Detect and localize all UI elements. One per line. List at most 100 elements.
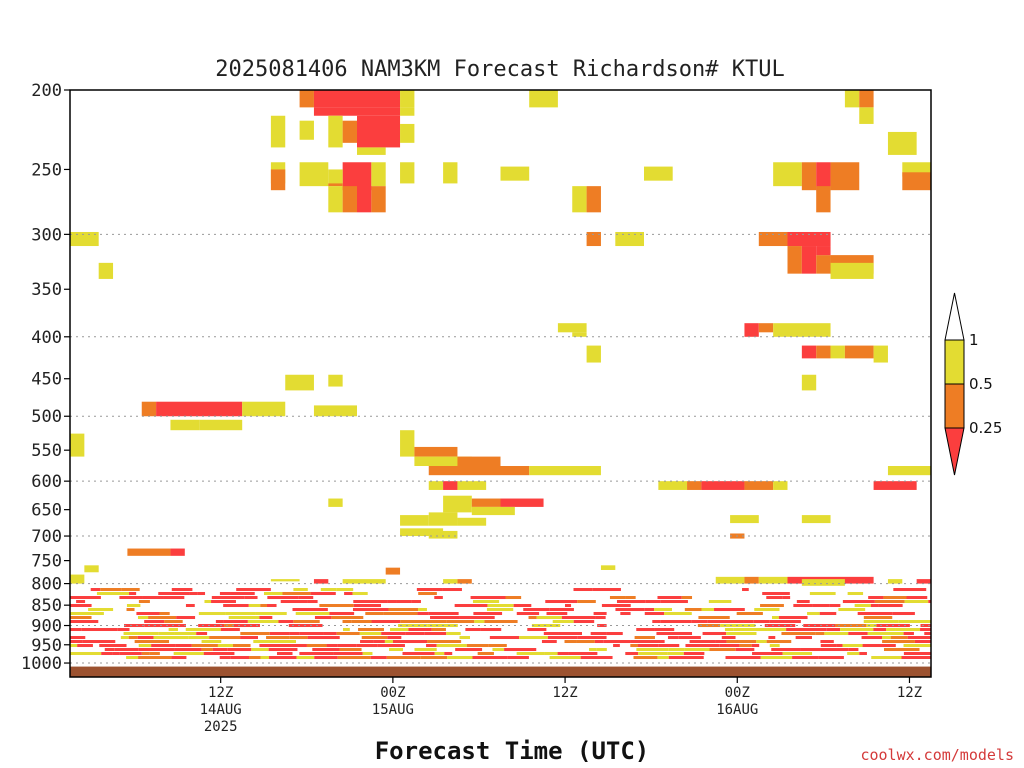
cell-84 xyxy=(443,481,458,490)
band-stripe-154 xyxy=(164,620,183,624)
band-stripe-2 xyxy=(121,588,140,592)
band-stripe-281 xyxy=(861,636,883,640)
band-stripe-94 xyxy=(126,608,135,612)
cell-18 xyxy=(299,162,329,187)
band-stripe-148 xyxy=(698,616,730,620)
band-stripe-144 xyxy=(528,616,537,620)
ytick-label-300: 300 xyxy=(31,225,62,245)
band-stripe-329 xyxy=(488,644,507,648)
band-stripe-70 xyxy=(904,600,929,604)
cell-99 xyxy=(400,515,429,526)
band-stripe-322 xyxy=(326,644,338,648)
cell-16 xyxy=(357,147,386,155)
colorbar-bottom-arrow xyxy=(944,427,965,476)
band-stripe-407 xyxy=(249,656,261,660)
ytick-label-400: 400 xyxy=(31,328,62,348)
cell-49 xyxy=(801,246,817,274)
band-stripe-30 xyxy=(70,596,101,600)
band-stripe-62 xyxy=(577,600,596,604)
colorbar-label-0: 1 xyxy=(969,331,979,349)
cell-112 xyxy=(385,567,401,575)
ytick-label-450: 450 xyxy=(31,370,62,390)
cell-46 xyxy=(758,231,788,247)
band-stripe-27 xyxy=(762,592,790,596)
band-stripe-292 xyxy=(373,640,385,644)
band-stripe-3 xyxy=(171,588,193,592)
band-stripe-115 xyxy=(255,612,287,616)
xtick-label-0-2: 2025 xyxy=(204,719,238,735)
cell-25 xyxy=(773,162,802,187)
band-stripe-73 xyxy=(126,604,141,608)
band-stripe-80 xyxy=(353,604,381,608)
band-stripe-428 xyxy=(818,656,844,660)
band-stripe-9 xyxy=(442,588,462,592)
band-stripe-38 xyxy=(434,596,443,600)
cell-116 xyxy=(457,579,472,584)
band-stripe-10 xyxy=(573,588,593,592)
band-stripe-95 xyxy=(292,608,328,612)
band-stripe-82 xyxy=(487,604,514,608)
cell-73 xyxy=(170,419,200,431)
band-stripe-367 xyxy=(735,648,755,652)
band-stripe-229 xyxy=(158,632,175,636)
cell-94 xyxy=(328,498,343,507)
band-stripe-40 xyxy=(505,596,522,600)
band-stripe-168 xyxy=(552,620,574,624)
band-stripe-8 xyxy=(416,588,443,592)
cell-108 xyxy=(170,548,185,556)
band-stripe-379 xyxy=(173,652,204,656)
band-stripe-230 xyxy=(174,632,197,636)
band-stripe-394 xyxy=(638,652,668,656)
band-stripe-213 xyxy=(527,628,547,632)
band-stripe-49 xyxy=(906,596,928,600)
cell-117 xyxy=(443,579,458,584)
cell-87 xyxy=(687,481,702,490)
band-stripe-283 xyxy=(890,636,908,640)
cell-111 xyxy=(600,565,616,570)
band-stripe-307 xyxy=(820,640,834,644)
ytick-label-950: 950 xyxy=(31,636,62,656)
band-stripe-45 xyxy=(766,596,783,600)
band-stripe-235 xyxy=(299,632,324,636)
band-stripe-353 xyxy=(268,648,298,652)
band-stripe-238 xyxy=(359,632,382,636)
band-stripe-395 xyxy=(667,652,684,656)
band-stripe-316 xyxy=(191,644,218,648)
band-stripe-386 xyxy=(434,652,445,656)
cell-81 xyxy=(529,466,601,476)
cell-7 xyxy=(400,107,415,116)
ytick-label-200: 200 xyxy=(31,81,62,101)
band-stripe-100 xyxy=(523,608,550,612)
band-stripe-116 xyxy=(295,612,330,616)
cell-57 xyxy=(758,323,774,333)
band-stripe-328 xyxy=(466,644,489,648)
ytick-label-600: 600 xyxy=(31,472,62,492)
band-stripe-57 xyxy=(387,600,397,604)
band-stripe-325 xyxy=(377,644,405,648)
band-stripe-166 xyxy=(474,620,485,624)
band-stripe-43 xyxy=(657,596,682,600)
band-stripe-167 xyxy=(484,620,518,624)
band-stripe-211 xyxy=(465,628,481,632)
band-stripe-266 xyxy=(289,636,308,640)
band-stripe-220 xyxy=(818,628,827,632)
band-stripe-254 xyxy=(867,632,904,636)
cell-53 xyxy=(816,246,831,256)
band-stripe-26 xyxy=(418,592,437,596)
xtick-label-0-1: 14AUG xyxy=(200,702,242,718)
cell-120 xyxy=(758,576,788,584)
band-stripe-346 xyxy=(114,648,139,652)
band-stripe-14 xyxy=(96,592,130,596)
band-stripe-79 xyxy=(319,604,354,608)
band-stripe-184 xyxy=(234,624,260,628)
cell-83 xyxy=(428,481,444,490)
band-stripe-118 xyxy=(365,612,384,616)
cell-124 xyxy=(916,579,931,584)
band-stripe-223 xyxy=(873,628,887,632)
band-stripe-302 xyxy=(689,640,716,644)
band-stripe-221 xyxy=(826,628,841,632)
cell-86 xyxy=(658,481,688,490)
band-stripe-399 xyxy=(847,652,860,656)
band-stripe-304 xyxy=(726,640,757,644)
band-stripe-78 xyxy=(266,604,277,608)
